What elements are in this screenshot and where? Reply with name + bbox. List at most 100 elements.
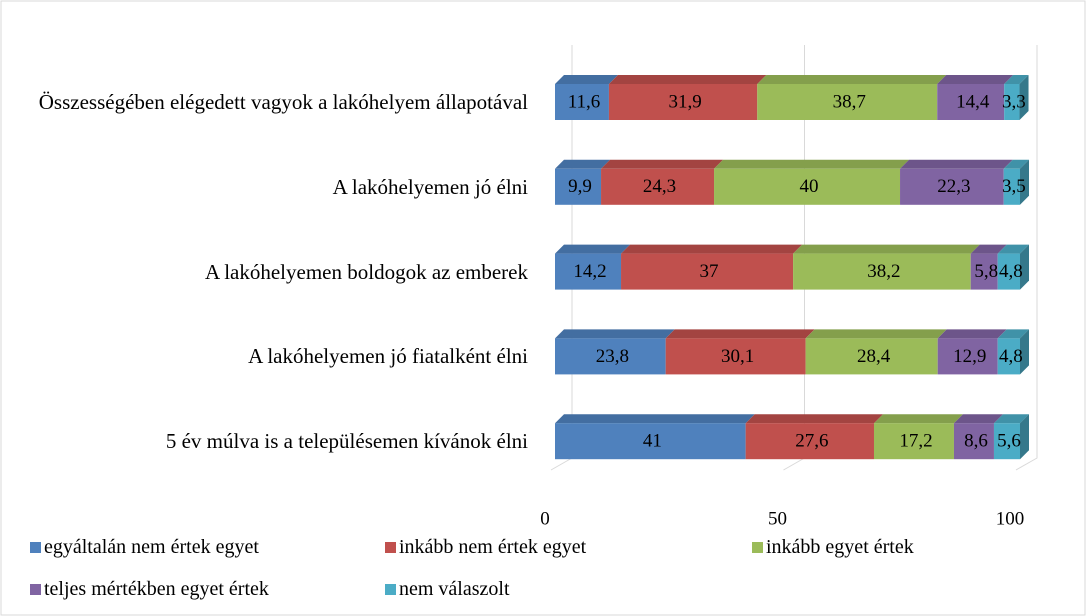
- legend-label: teljes mértékben egyet értek: [44, 578, 269, 600]
- data-label: 40: [800, 176, 819, 197]
- bar: [555, 84, 609, 120]
- bar-top: [714, 159, 910, 169]
- bar-top: [665, 329, 815, 339]
- legend-swatch: [752, 542, 763, 553]
- data-label: 3,3: [1002, 91, 1026, 112]
- bar: [793, 253, 971, 290]
- bar: [608, 84, 758, 120]
- data-label: 5,8: [974, 261, 998, 282]
- data-label: 9,9: [568, 176, 592, 197]
- bar: [970, 253, 998, 290]
- bar-top: [900, 159, 1013, 169]
- bar-top: [555, 75, 618, 84]
- bar-top: [555, 414, 755, 424]
- x-tick-label: 50: [768, 508, 787, 529]
- bar-top: [953, 414, 1003, 424]
- bar-side: [1019, 75, 1029, 120]
- data-label: 22,3: [937, 176, 970, 197]
- data-label: 38,7: [833, 91, 866, 112]
- bar: [937, 338, 998, 375]
- legend-label: egyáltalán nem értek egyet: [44, 536, 259, 558]
- data-label: 17,2: [899, 431, 932, 452]
- bar-top: [555, 159, 611, 169]
- bar-top: [997, 329, 1029, 339]
- bar-top: [1004, 75, 1029, 84]
- legend-swatch: [385, 584, 396, 595]
- bar: [665, 338, 806, 375]
- bar-top: [608, 75, 767, 84]
- legend-label: nem válaszolt: [399, 578, 510, 600]
- bar-side: [1020, 414, 1029, 460]
- bar-top: [937, 329, 1007, 339]
- bar-top: [793, 244, 980, 254]
- bar: [601, 168, 715, 205]
- bar-top: [993, 414, 1029, 424]
- bar: [873, 423, 954, 460]
- legend-item: inkább egyet értek: [752, 536, 914, 559]
- legend-swatch: [30, 542, 41, 553]
- bar-top: [621, 244, 803, 254]
- bar-top: [970, 244, 1007, 254]
- bar: [714, 168, 901, 205]
- category-label: A lakóhelyemen jó fiatalként élni: [248, 344, 528, 369]
- x-tick-label: 0: [540, 508, 550, 529]
- data-label: 30,1: [721, 346, 754, 367]
- bar-side: [1020, 159, 1029, 205]
- data-label: 4,8: [999, 346, 1023, 367]
- data-label: 41: [643, 431, 662, 452]
- bar: [555, 423, 746, 460]
- data-label: 5,6: [997, 431, 1021, 452]
- legend-item: teljes mértékben egyet értek: [30, 578, 269, 601]
- bar: [621, 253, 794, 290]
- bar: [555, 338, 666, 375]
- bar: [555, 253, 622, 290]
- bar-top: [873, 414, 963, 424]
- legend-swatch: [30, 584, 41, 595]
- category-label: Összességében elégedett vagyok a lakóhel…: [38, 90, 528, 114]
- category-label: A lakóhelyemen boldogok az emberek: [204, 259, 528, 284]
- data-label: 3,5: [1002, 176, 1026, 197]
- data-label: 8,6: [964, 431, 988, 452]
- data-label: 28,4: [857, 346, 891, 367]
- bar: [555, 168, 602, 205]
- x-tick-label: 100: [996, 508, 1025, 529]
- bar: [997, 253, 1020, 290]
- data-label: 12,9: [953, 346, 986, 367]
- bar: [757, 84, 938, 120]
- bar-top: [997, 244, 1029, 254]
- bar-top: [1003, 159, 1029, 169]
- bar-top: [757, 75, 947, 84]
- data-label: 11,6: [568, 91, 601, 112]
- bar: [745, 423, 874, 460]
- bar-top: [745, 414, 883, 424]
- bar-side: [1020, 329, 1029, 375]
- bar: [1003, 168, 1020, 205]
- data-label: 37: [700, 261, 719, 282]
- legend-item: inkább nem értek egyet: [385, 536, 586, 559]
- bar-top: [937, 75, 1014, 84]
- bar-top: [601, 159, 724, 169]
- bar-top: [555, 244, 631, 254]
- data-label: 23,8: [596, 346, 629, 367]
- bar-side: [1020, 244, 1029, 290]
- bar: [1004, 84, 1020, 120]
- bar: [805, 338, 938, 375]
- category-label: 5 év múlva is a településemen kívánok él…: [165, 429, 528, 454]
- bar-top: [555, 329, 675, 339]
- legend-label: inkább nem értek egyet: [399, 536, 587, 558]
- legend-item: egyáltalán nem értek egyet: [30, 536, 259, 559]
- bar-top: [805, 329, 947, 339]
- bar: [937, 84, 1005, 120]
- bar: [997, 338, 1020, 375]
- bar: [900, 168, 1004, 205]
- data-label: 24,3: [643, 176, 676, 197]
- data-label: 14,4: [956, 91, 990, 112]
- legend-swatch: [385, 542, 396, 553]
- legend-label: inkább egyet értek: [766, 536, 914, 558]
- data-label: 14,2: [573, 261, 606, 282]
- data-label: 27,6: [795, 431, 828, 452]
- category-label: A lakóhelyemen jó élni: [332, 174, 528, 199]
